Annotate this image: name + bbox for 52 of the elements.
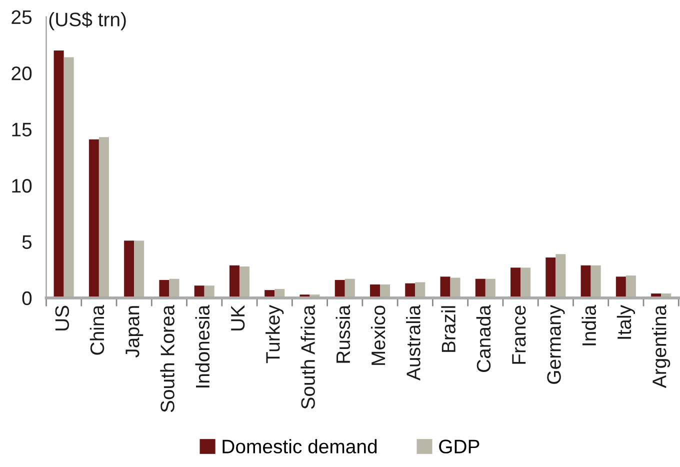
bar — [415, 282, 426, 298]
x-tick-label: Australia — [406, 304, 420, 380]
bar — [556, 254, 566, 298]
bar — [169, 278, 180, 298]
x-tick-label: Brazil — [441, 306, 456, 352]
bar — [124, 240, 134, 298]
bar — [159, 280, 170, 298]
y-tick-label: 10 — [12, 178, 32, 193]
bar — [440, 276, 450, 298]
bar — [229, 265, 240, 298]
y-tick-label: 15 — [12, 122, 32, 137]
x-tick-label: Japan — [126, 306, 144, 358]
x-tick-label: Mexico — [370, 306, 386, 365]
y-tick-label: 25 — [12, 10, 32, 24]
x-tick-label: India — [582, 304, 596, 346]
legend-label: Domestic demand — [222, 439, 377, 454]
y-tick-label: 5 — [22, 235, 32, 249]
x-tick-label: Turkey — [266, 304, 284, 364]
bar — [134, 240, 144, 298]
bar — [344, 278, 355, 298]
x-tick-label: South Korea — [160, 304, 174, 412]
bar — [520, 268, 531, 298]
x-tick-label: France — [512, 306, 526, 364]
x-tick-label: Indonesia — [195, 304, 210, 388]
bar — [510, 268, 521, 298]
x-tick-label: Argentina — [652, 304, 670, 388]
x-tick-label: UK — [231, 305, 245, 330]
bar — [54, 50, 64, 298]
bar — [546, 257, 556, 298]
bar — [580, 265, 591, 298]
bar — [88, 139, 99, 298]
y-axis-title: (US$ trn) — [49, 12, 126, 30]
y-tick-label: 20 — [12, 66, 32, 80]
bar — [590, 265, 601, 298]
x-tick-label: Germany — [547, 304, 565, 384]
bar — [626, 275, 636, 298]
bar — [475, 278, 486, 298]
bar — [485, 278, 496, 298]
x-tick-label: Canada — [476, 304, 491, 372]
y-tick-label: 0 — [22, 291, 32, 306]
x-tick-label: South Africa — [300, 304, 315, 409]
x-tick-label: Italy — [616, 304, 636, 339]
x-tick-label: China — [90, 304, 104, 355]
bar — [239, 266, 250, 298]
x-tick-label: US — [55, 306, 70, 330]
bar — [450, 278, 460, 298]
bar — [334, 280, 345, 298]
x-tick-label: Russia — [336, 304, 350, 363]
bar — [64, 57, 74, 298]
bar — [616, 276, 626, 298]
legend-label: GDP — [439, 440, 480, 454]
bar — [98, 137, 109, 298]
